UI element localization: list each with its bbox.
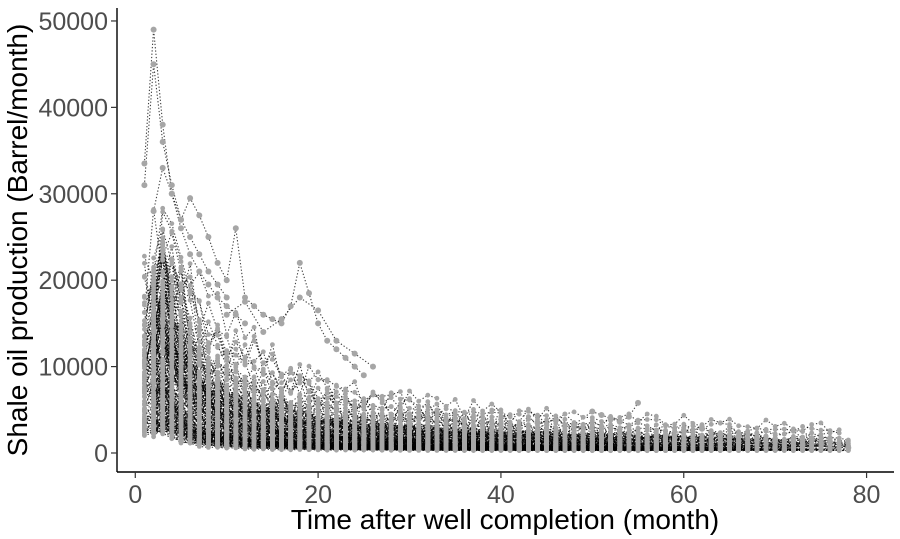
series-line — [143, 282, 767, 449]
data-point — [187, 315, 193, 321]
data-point — [233, 339, 239, 345]
series-line — [226, 296, 374, 368]
data-point — [142, 318, 147, 324]
data-point — [169, 274, 175, 280]
series-line — [153, 333, 629, 447]
series-line — [153, 417, 501, 451]
data-point — [334, 394, 339, 399]
series-line — [143, 280, 611, 442]
series-line — [143, 256, 831, 433]
series-line — [144, 378, 620, 451]
plot-points — [141, 26, 852, 454]
series-line — [153, 350, 831, 444]
data-point — [178, 313, 184, 319]
data-point — [251, 358, 257, 364]
data-point — [233, 346, 239, 352]
series-line — [153, 303, 849, 447]
series-line — [153, 258, 456, 416]
data-point — [142, 326, 147, 332]
data-point — [407, 396, 412, 401]
series-line — [143, 387, 666, 451]
data-point — [352, 398, 358, 404]
series-line — [143, 226, 465, 442]
data-point — [233, 352, 239, 358]
series-line — [143, 343, 840, 445]
data-point — [160, 235, 166, 241]
data-point — [169, 287, 175, 292]
data-point — [260, 349, 266, 355]
series-line — [143, 382, 776, 447]
series-line — [143, 316, 849, 448]
data-point — [270, 386, 275, 392]
series-line — [143, 350, 712, 445]
series-line — [153, 274, 748, 447]
data-point — [224, 348, 230, 353]
data-point — [178, 254, 184, 260]
data-point — [306, 389, 312, 395]
data-point — [398, 401, 403, 407]
data-point — [142, 310, 147, 315]
series-line — [153, 249, 840, 439]
series-line — [143, 400, 840, 450]
data-point — [251, 374, 257, 380]
series-line — [153, 281, 849, 447]
series-line — [144, 241, 840, 435]
data-point — [398, 396, 403, 402]
data-point — [324, 395, 330, 401]
series-line — [153, 299, 840, 445]
data-point — [425, 403, 431, 409]
series-line — [143, 417, 776, 451]
series-line — [153, 251, 767, 442]
data-point — [160, 205, 166, 211]
series-line — [153, 321, 831, 440]
series-line — [153, 209, 566, 429]
data-point — [169, 221, 175, 227]
data-point — [142, 323, 147, 328]
